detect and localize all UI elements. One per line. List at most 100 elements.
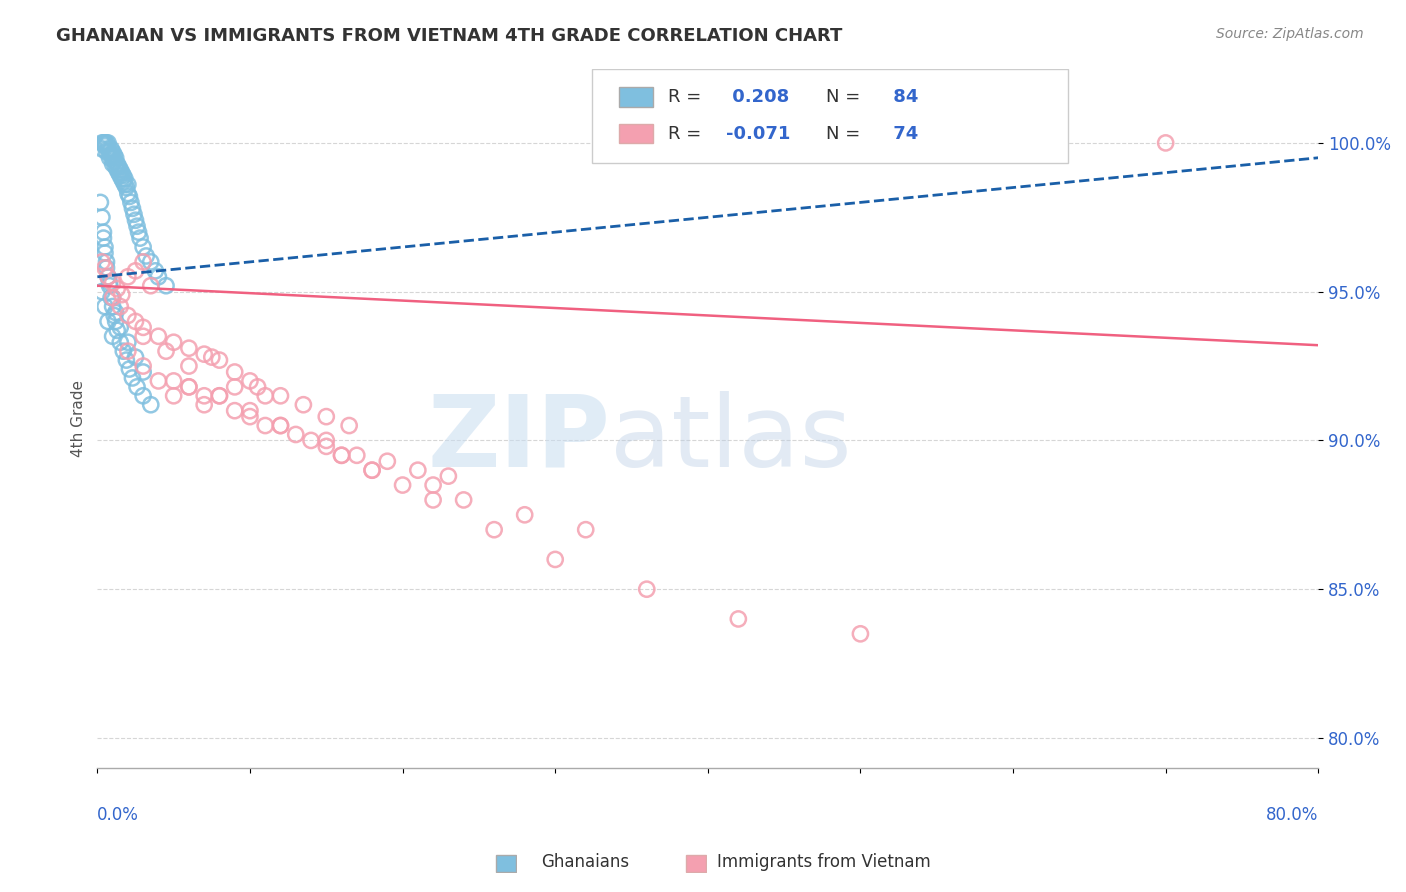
Point: [148, 269, 170, 284]
Point: [115, 180, 138, 194]
Point: [849, 627, 872, 641]
Point: [117, 178, 139, 192]
Point: [115, 353, 138, 368]
Text: N =: N =: [827, 125, 866, 143]
Point: [727, 612, 749, 626]
Point: [125, 219, 148, 234]
Point: [121, 202, 143, 216]
Point: [104, 151, 127, 165]
Point: [112, 175, 135, 189]
Point: [299, 434, 322, 448]
Point: [101, 157, 124, 171]
Point: [375, 454, 398, 468]
Point: [148, 329, 170, 343]
Point: [143, 264, 166, 278]
Point: [97, 269, 120, 284]
Text: atlas: atlas: [610, 391, 852, 488]
Point: [118, 189, 141, 203]
Point: [139, 278, 162, 293]
Point: [96, 260, 118, 275]
Point: [104, 314, 127, 328]
Point: [636, 582, 658, 597]
Point: [391, 478, 413, 492]
Point: [90, 136, 112, 150]
Bar: [619, 87, 652, 107]
Text: 84: 84: [887, 88, 918, 106]
Point: [482, 523, 505, 537]
Point: [114, 178, 136, 192]
Point: [90, 142, 112, 156]
Text: -0.071: -0.071: [725, 125, 790, 143]
Point: [254, 418, 277, 433]
Text: 0.208: 0.208: [725, 88, 789, 106]
Point: [100, 142, 122, 156]
Text: 74: 74: [887, 125, 918, 143]
Point: [93, 225, 115, 239]
Point: [104, 305, 127, 319]
Point: [346, 448, 368, 462]
Point: [94, 240, 117, 254]
Point: [513, 508, 536, 522]
Point: [124, 264, 146, 278]
Point: [110, 335, 132, 350]
Point: [208, 389, 231, 403]
Point: [101, 300, 124, 314]
Point: [132, 389, 155, 403]
Point: [124, 350, 146, 364]
Point: [155, 278, 177, 293]
Point: [111, 171, 134, 186]
Point: [110, 300, 132, 314]
Point: [103, 309, 125, 323]
Point: [125, 380, 148, 394]
Point: [105, 323, 128, 337]
Point: [361, 463, 384, 477]
Point: [315, 409, 337, 424]
Point: [105, 157, 128, 171]
Point: [117, 269, 139, 284]
Point: [139, 398, 162, 412]
Point: [124, 314, 146, 328]
Point: [177, 380, 200, 394]
Point: [98, 145, 121, 159]
Point: [117, 344, 139, 359]
Point: [94, 300, 117, 314]
Point: [117, 335, 139, 350]
Point: [163, 335, 186, 350]
Point: [163, 374, 186, 388]
Point: [224, 403, 246, 417]
Point: [117, 186, 139, 201]
Point: [135, 249, 157, 263]
Point: [224, 365, 246, 379]
Point: [97, 314, 120, 328]
Point: [129, 231, 152, 245]
Point: [93, 231, 115, 245]
Y-axis label: 4th Grade: 4th Grade: [72, 380, 86, 457]
Point: [117, 309, 139, 323]
Point: [118, 362, 141, 376]
Point: [96, 136, 118, 150]
Point: [139, 255, 162, 269]
Text: GHANAIAN VS IMMIGRANTS FROM VIETNAM 4TH GRADE CORRELATION CHART: GHANAIAN VS IMMIGRANTS FROM VIETNAM 4TH …: [56, 27, 842, 45]
Point: [90, 285, 112, 299]
Point: [105, 282, 128, 296]
Point: [330, 448, 353, 462]
Point: [114, 171, 136, 186]
Point: [101, 145, 124, 159]
Point: [406, 463, 429, 477]
Point: [177, 380, 200, 394]
Point: [112, 169, 135, 183]
Point: [544, 552, 567, 566]
Point: [246, 380, 269, 394]
Point: [93, 136, 115, 150]
Point: [121, 371, 143, 385]
Point: [163, 389, 186, 403]
Point: [94, 260, 117, 275]
Point: [110, 169, 132, 183]
Point: [292, 398, 315, 412]
Point: [97, 136, 120, 150]
Point: [111, 166, 134, 180]
Point: [193, 398, 215, 412]
Text: ZIP: ZIP: [427, 391, 610, 488]
Point: [110, 162, 132, 177]
Point: [94, 136, 117, 150]
